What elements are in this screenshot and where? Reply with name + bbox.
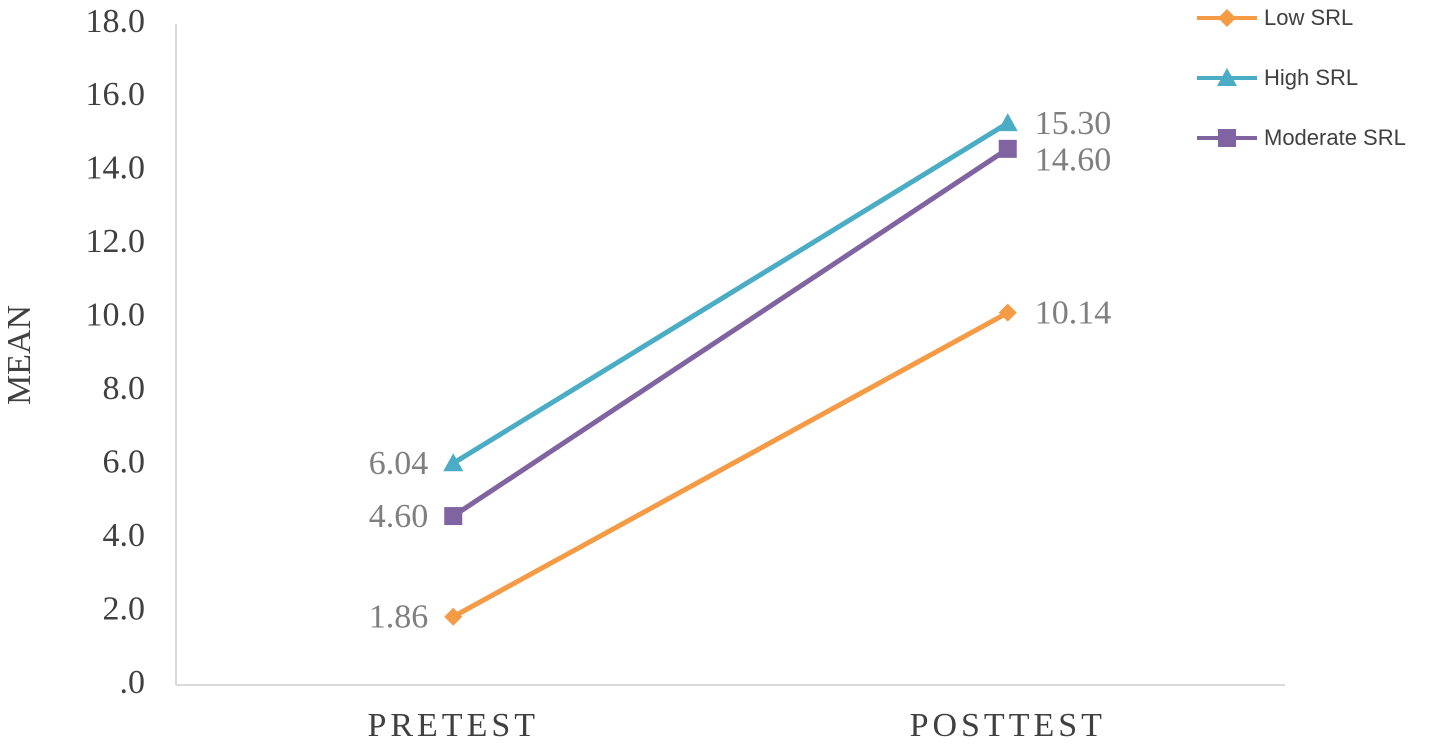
legend-label: Moderate SRL — [1264, 125, 1406, 150]
data-label: 14.60 — [1035, 142, 1112, 179]
legend-marker — [1218, 9, 1236, 27]
legend-label: Low SRL — [1264, 5, 1353, 30]
marker — [444, 607, 463, 626]
marker — [998, 303, 1017, 322]
y-tick-label: 6.0 — [103, 443, 146, 480]
x-tick-label: POSTTEST — [910, 707, 1106, 744]
y-tick-label: 18.0 — [86, 3, 146, 40]
data-label: 1.86 — [369, 598, 429, 635]
data-label: 15.30 — [1035, 105, 1112, 142]
y-tick-label: 16.0 — [86, 76, 146, 113]
y-tick-label: .0 — [120, 664, 146, 701]
marker — [997, 113, 1018, 132]
data-label: 4.60 — [369, 498, 429, 535]
y-tick-label: 14.0 — [86, 150, 146, 187]
y-tick-label: 2.0 — [103, 590, 146, 627]
y-axis-label: MEAN — [1, 305, 38, 405]
marker — [998, 139, 1017, 158]
series-line — [451, 121, 1010, 466]
y-tick-label: 10.0 — [86, 297, 146, 334]
series-line — [451, 146, 1010, 519]
marker — [443, 453, 464, 472]
data-label: 6.04 — [369, 445, 429, 482]
x-tick-label: PRETEST — [367, 707, 539, 744]
series-line — [452, 310, 1009, 619]
data-label: 10.14 — [1035, 294, 1112, 331]
y-tick-label: 4.0 — [103, 517, 146, 554]
legend-marker — [1218, 129, 1236, 147]
y-tick-label: 8.0 — [103, 370, 146, 407]
marker — [444, 507, 463, 526]
legend-marker — [1217, 68, 1237, 86]
legend-label: High SRL — [1264, 65, 1358, 90]
y-tick-label: 12.0 — [86, 223, 146, 260]
